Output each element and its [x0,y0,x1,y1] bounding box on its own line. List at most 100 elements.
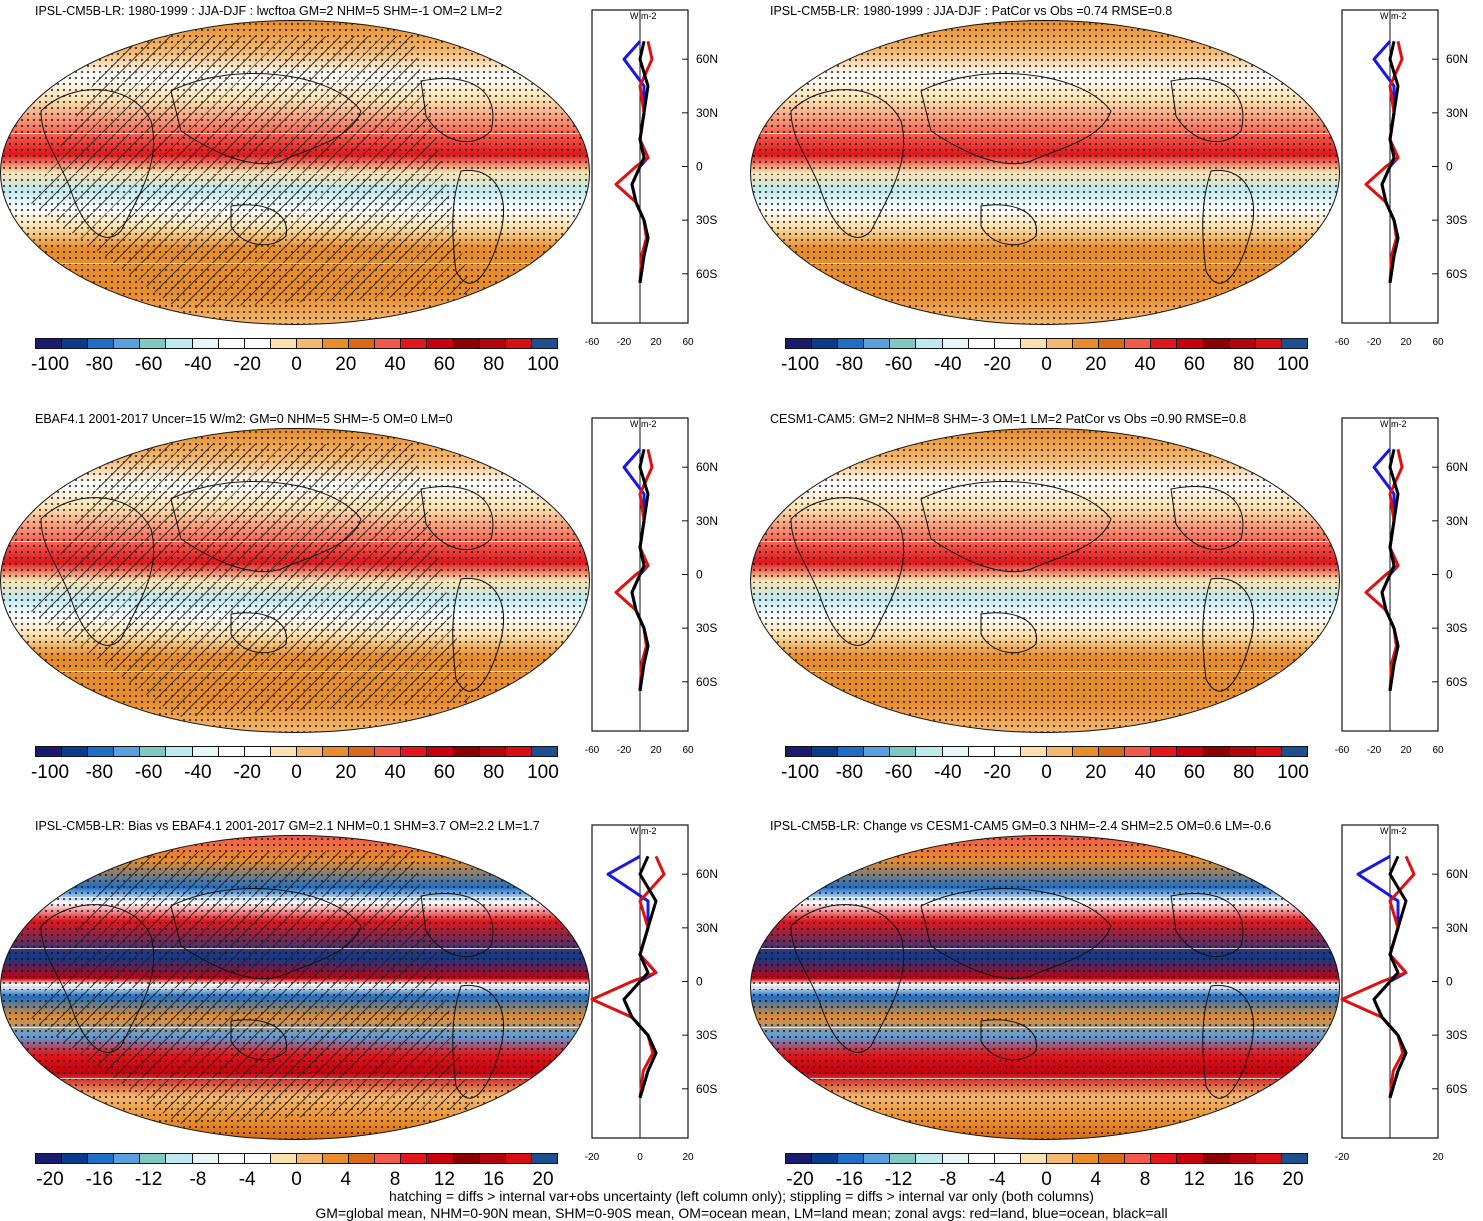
lat-label: 30S [1446,213,1467,227]
zonal-line-land [1364,40,1404,283]
colorbar-tick-label: -40 [184,762,212,783]
colorbar-swatch [479,747,506,756]
zonal-xtick-label: 60 [1432,337,1444,348]
colorbar-swatch [942,747,969,756]
zonal-units: W m-2 [1380,11,1407,21]
graticule-line [1,987,589,989]
colorbar-tick-label: 0 [1041,762,1052,783]
colorbar-tick-label: -8 [189,1169,207,1190]
colorbar-swatch [864,339,891,348]
coastline [1170,892,1244,958]
panel-2: IPSL-CM5B-LR: 1980-1999 : JJA-DJF : PatC… [750,0,1483,395]
coastlines [40,73,505,284]
zonal-xtick-label: 20 [1400,337,1412,348]
colorbar-labels: -20 -16 -12 -8 -4 0 4 8 12 16 20 [30,1169,563,1191]
coastline [980,1019,1037,1061]
zonal-svg: W m-2 60N 30N 0 30S 60S -60 -20 20 60 [585,9,718,348]
colorbar-swatch [453,339,480,348]
colorbar-swatch [192,339,219,348]
colorbar-swatch [401,1154,428,1163]
colorbar-swatch [166,1154,193,1163]
footer-line-1: hatching = diffs > internal var+obs unce… [389,1188,1094,1204]
colorbar-swatch [375,1154,402,1163]
colorbar-tick-label: 20 [1085,762,1107,783]
coastline [40,904,155,1053]
colorbar-tick-label: -40 [184,354,212,375]
colorbar-swatch [1229,747,1256,756]
graticule-line [751,671,1339,673]
coastline [230,204,287,246]
coastlines [40,481,505,692]
lat-label: 60N [696,867,718,881]
zonal-mean-plot: W m-2 60N 30N 0 30S 60S -60 -20 20 60 [585,417,733,766]
coastline [980,204,1037,246]
coastline [170,888,362,980]
zonal-units: W m-2 [630,826,657,836]
lat-label: 60N [696,460,718,474]
colorbar-swatch [140,747,167,756]
colorbar-swatch [166,747,193,756]
colorbar-swatch [968,747,995,756]
colorbar-tick-label: -20 [233,354,261,375]
colorbar-swatch [401,747,428,756]
graticule-line [751,948,1339,950]
colorbar-swatch [1255,747,1282,756]
zonal-xtick-label: 20 [682,1152,694,1163]
lat-label: 60N [1446,867,1468,881]
colorbar-tick-label: -80 [835,354,864,375]
graticule-line [1,948,589,950]
colorbar-swatch [1151,1154,1178,1163]
coastline [420,892,494,958]
global-map [0,20,590,325]
colorbar-swatch [1020,339,1047,348]
colorbar-swatch [786,339,813,348]
lat-label: 60S [1446,675,1467,689]
colorbar-swatch [1073,339,1100,348]
colorbar-swatch [1177,747,1204,756]
lat-label: 30N [1446,106,1468,120]
colorbar-swatch [140,339,167,348]
graticule-line [1,541,589,543]
lat-label: 60N [1446,52,1468,66]
colorbar-swatch [114,339,141,348]
coastline [230,612,287,654]
zonal-units: W m-2 [1380,826,1407,836]
colorbar-swatch [916,747,943,756]
colorbar-swatch [453,747,480,756]
colorbar-swatch [812,747,839,756]
colorbar [35,338,558,349]
graticule-line [1,263,589,265]
colorbar-swatch [244,1154,271,1163]
colorbar-swatch [838,1154,865,1163]
colorbar-tick-label: -20 [36,1169,64,1190]
coastline [980,612,1037,654]
colorbar-swatch [890,339,917,348]
graticule-line [1,211,589,213]
colorbar-swatch [505,747,532,756]
colorbar-swatch [166,339,193,348]
colorbar-swatch [427,747,454,756]
colorbar-swatch [401,339,428,348]
colorbar-tick-label: -12 [134,1169,163,1190]
lat-label: 60S [696,1082,717,1096]
coastline [230,1019,287,1061]
coastline [920,888,1112,980]
zonal-xtick-label: 20 [1432,1152,1444,1163]
colorbar-tick-label: -12 [884,1169,913,1190]
coastline [1170,77,1244,143]
colorbar-swatch [1099,747,1126,756]
graticule-line [751,619,1339,621]
colorbar-swatch [349,339,376,348]
colorbar-swatch [479,339,506,348]
colorbar-labels: -100 -80 -60 -40 -20 0 20 40 60 80 100 [30,354,563,376]
zonal-svg: W m-2 60N 30N 0 30S 60S -20 0 20 [585,824,718,1163]
colorbar-swatch [36,1154,63,1163]
colorbar-swatch [531,747,557,756]
colorbar-tick-label: 40 [384,762,406,783]
colorbar-swatch [1255,339,1282,348]
graticule-line [1,133,589,135]
colorbar-swatch [218,747,245,756]
zonal-xtick-label: 20 [1400,745,1412,756]
lat-label: 0 [696,568,703,582]
colorbar-swatch [1073,1154,1100,1163]
